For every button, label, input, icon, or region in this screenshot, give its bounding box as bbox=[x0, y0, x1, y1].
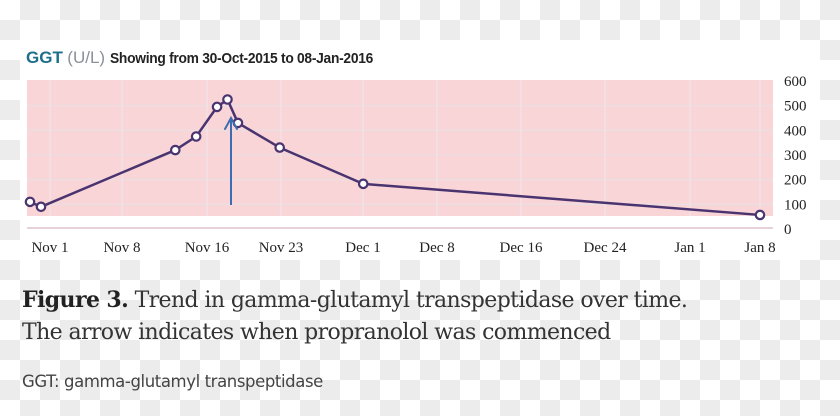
x-tick-label: Jan 1 bbox=[674, 240, 705, 256]
y-tick-label: 300 bbox=[784, 148, 807, 164]
chart-title-unit: (U/L) bbox=[67, 48, 106, 67]
ggt-line bbox=[29, 98, 761, 217]
data-point-marker bbox=[169, 144, 181, 156]
figure-caption: Figure 3. Trend in gamma-glutamyl transp… bbox=[22, 284, 832, 349]
line-chart: Nov 1 Nov 8 Nov 16 Nov 23 Dec 1 Dec 8 Dec 16 De… bbox=[24, 74, 807, 256]
x-tick-label: Jan 8 bbox=[744, 240, 775, 256]
x-tick-label: Dec 24 bbox=[584, 240, 627, 256]
x-tick-label: Nov 23 bbox=[259, 240, 304, 256]
data-point-marker bbox=[222, 94, 233, 105]
plot-band bbox=[27, 80, 773, 216]
abbreviation-note: GGT: gamma-glutamyl transpeptidase bbox=[22, 372, 323, 391]
data-point-marker bbox=[211, 101, 223, 113]
data-point-marker bbox=[274, 142, 286, 153]
x-tick-label: Dec 8 bbox=[419, 240, 454, 256]
data-point-marker bbox=[754, 209, 766, 221]
caption-line-2: The arrow indicates when propranolol was… bbox=[22, 320, 611, 345]
x-tick-label: Nov 16 bbox=[185, 240, 230, 256]
y-tick-label: 500 bbox=[784, 99, 807, 115]
data-point-marker bbox=[24, 196, 36, 208]
y-tick-label: 0 bbox=[784, 222, 792, 238]
figure-label: Figure 3. bbox=[22, 287, 129, 313]
x-tick-label: Nov 8 bbox=[103, 240, 140, 256]
x-tick-label: Dec 1 bbox=[345, 240, 380, 256]
arrow-up-icon bbox=[224, 115, 238, 130]
caption-line-1: Trend in gamma-glutamyl transpeptidase o… bbox=[128, 288, 688, 313]
y-tick-label: 600 bbox=[784, 74, 807, 90]
chart-title-metric: GGT bbox=[26, 48, 63, 67]
x-tick-label: Dec 16 bbox=[500, 240, 543, 256]
data-point-marker bbox=[35, 201, 47, 213]
x-tick-label: Nov 1 bbox=[31, 240, 68, 256]
y-tick-label: 100 bbox=[784, 197, 807, 213]
data-point-marker bbox=[190, 131, 202, 142]
y-tick-label: 400 bbox=[784, 123, 807, 139]
y-tick-label: 200 bbox=[784, 173, 807, 189]
data-point-marker bbox=[357, 178, 369, 190]
chart-title: GGT (U/L) Showing from 30-Oct-2015 to 08… bbox=[26, 48, 395, 68]
chart-title-range: Showing from 30-Oct-2015 to 08-Jan-2016 bbox=[109, 50, 373, 67]
